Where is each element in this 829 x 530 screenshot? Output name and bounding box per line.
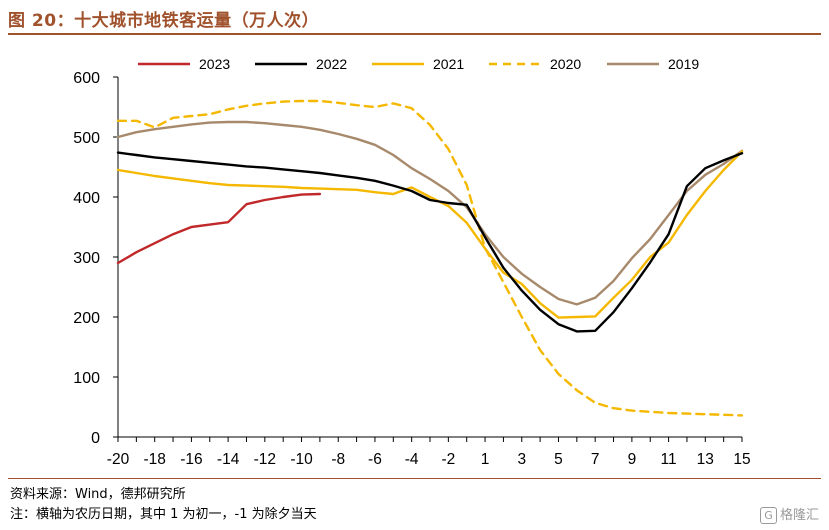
watermark-logo-icon: G	[759, 507, 777, 524]
footnote: 注：横轴为农历日期，其中 1 为初一，-1 为除夕当天	[10, 507, 317, 522]
source-note: 资料来源：Wind，德邦研究所	[10, 487, 186, 502]
y-tick-label: 300	[73, 250, 100, 267]
series-line-2023	[116, 192, 322, 265]
legend-label-2022: 2022	[316, 56, 347, 72]
x-tick-label: 3	[517, 451, 526, 468]
watermark-text: 格隆汇	[779, 508, 819, 523]
x-tick-label: -6	[368, 451, 382, 468]
x-tick-label: 15	[733, 451, 750, 468]
series-line-2021	[116, 150, 744, 319]
x-tick-label: -2	[441, 451, 455, 468]
y-tick-label: 500	[73, 130, 100, 147]
legend-label-2020: 2020	[550, 56, 581, 72]
legend-label-2019: 2019	[668, 56, 699, 72]
x-tick-label: -8	[331, 451, 345, 468]
y-tick-label: 100	[73, 370, 100, 387]
chart-title: 图 20：十大城市地铁客运量（万人次）	[8, 11, 320, 31]
series-line-2020	[116, 99, 744, 417]
y-tick-label: 200	[73, 310, 100, 327]
y-tick-label: 600	[73, 70, 100, 87]
x-tick-label: 9	[628, 451, 637, 468]
x-tick-label: -14	[217, 451, 240, 468]
x-tick-label: -20	[107, 451, 130, 468]
footer-divider	[8, 478, 821, 479]
x-tick-label: -12	[254, 451, 276, 468]
chart-axes: 0 100 200 300 400 500 600 -20 -18 -16 -14 -12 -10 -8 -…	[73, 70, 750, 468]
x-tick-label: 1	[481, 451, 490, 468]
x-tick-label: 7	[591, 451, 600, 468]
line-chart: 0 100 200 300 400 500 600 -20 -18 -16 -14 -12 -10 -8 -…	[73, 56, 750, 468]
legend-label-2021: 2021	[433, 56, 464, 72]
chart-legend: 2023 2022 2021 2020 2019	[138, 56, 699, 72]
series-line-2022	[116, 151, 744, 333]
x-tick-label: -18	[144, 451, 166, 468]
x-tick-label: 11	[661, 451, 677, 468]
x-tick-label: 5	[554, 451, 563, 468]
legend-label-2023: 2023	[199, 56, 230, 72]
y-tick-label: 0	[91, 430, 100, 447]
x-tick-label: -10	[290, 451, 313, 468]
series-line-2019	[116, 120, 744, 306]
x-tick-label: 13	[697, 451, 714, 468]
x-tick-label: -16	[180, 451, 202, 468]
x-tick-label: -4	[405, 451, 419, 468]
watermark: G 格隆汇	[759, 504, 819, 524]
y-tick-label: 400	[73, 190, 100, 207]
title-divider	[8, 33, 821, 35]
chart-series-layer	[116, 99, 744, 417]
